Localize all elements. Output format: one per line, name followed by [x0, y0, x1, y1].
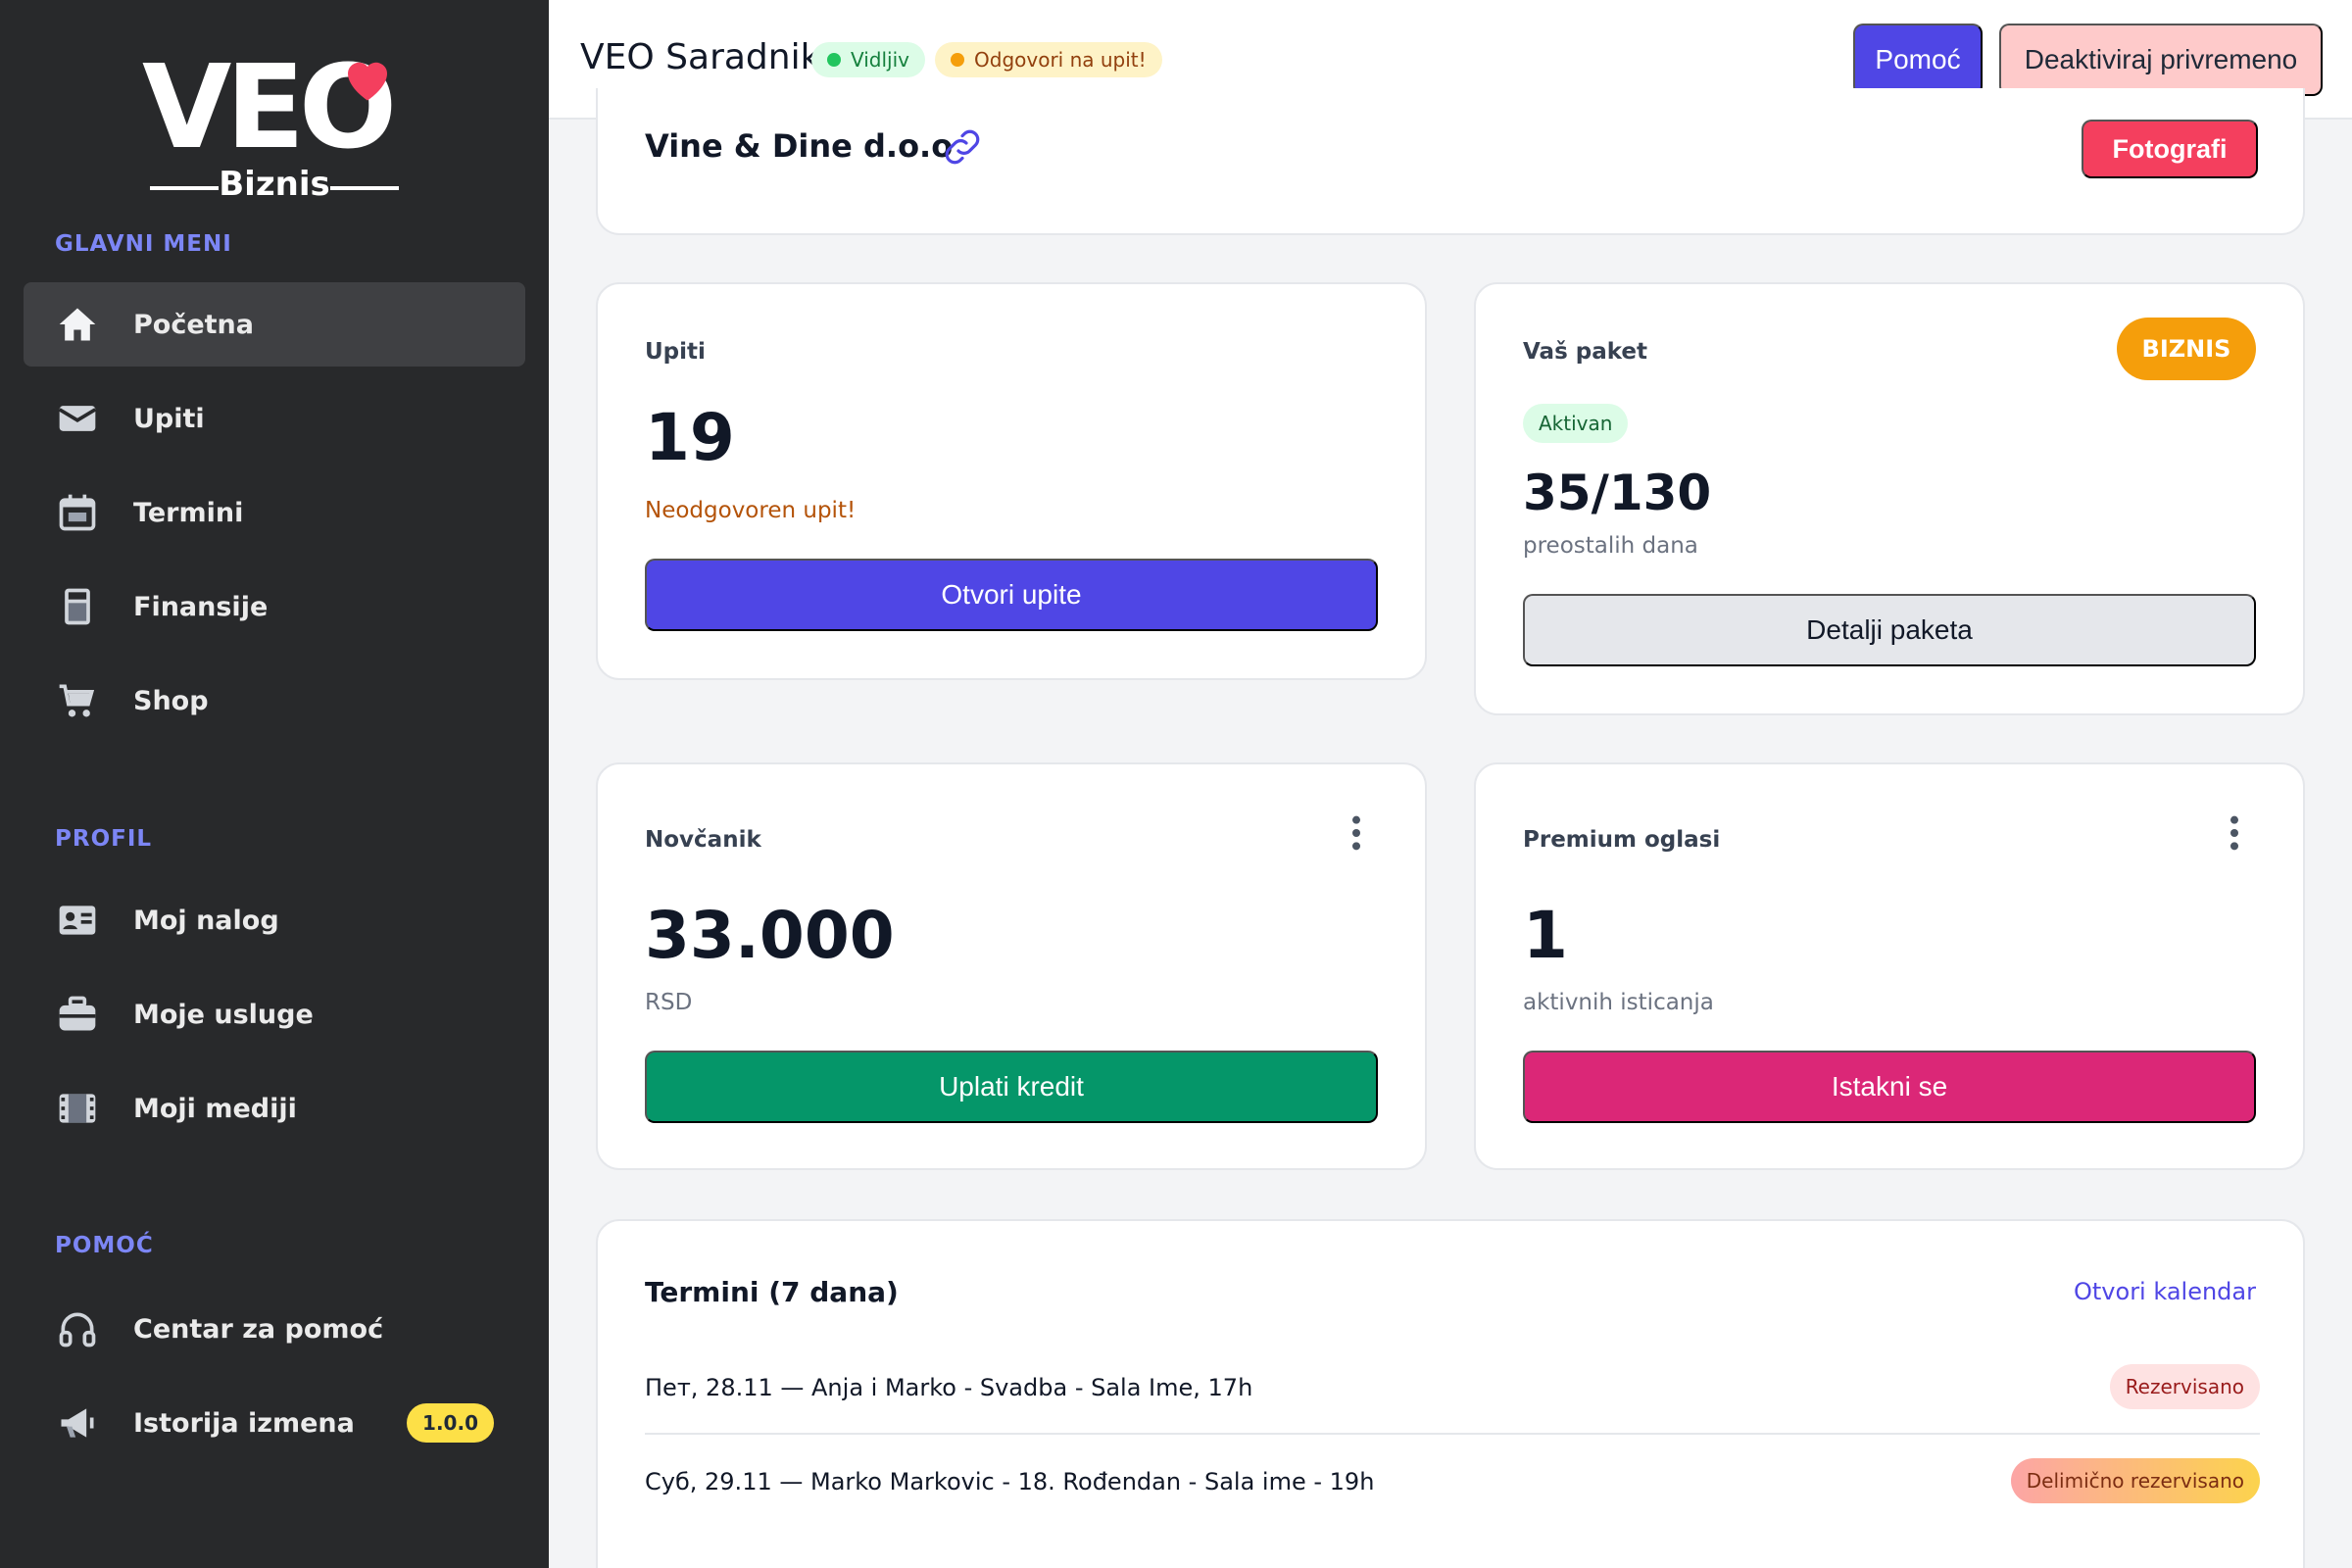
veo-logo[interactable]: VEO Biznis [142, 49, 407, 206]
event-text: Пет, 28.11 — Anja i Marko - Svadba - Sal… [645, 1374, 1253, 1401]
sidebar-item-shop[interactable]: Shop [24, 659, 525, 743]
sidebar-item-centar-za-pomoc[interactable]: Centar za pomoć [24, 1287, 525, 1371]
package-card: Vaš paket BIZNIS Aktivan 35/130 preostal… [1474, 282, 2305, 715]
more-options-icon[interactable] [1347, 813, 1366, 853]
sidebar-item-moje-usluge[interactable]: Moje usluge [24, 972, 525, 1056]
sidebar-item-moj-nalog[interactable]: Moj nalog [24, 878, 525, 962]
schedule-card: Termini (7 dana) Otvori kalendar Пет, 28… [596, 1219, 2305, 1568]
page-title: VEO Saradnik [580, 37, 821, 77]
schedule-title: Termini (7 dana) [645, 1276, 899, 1308]
envelope-icon [55, 396, 100, 441]
logo-subtitle: Biznis [142, 165, 407, 204]
headphones-icon [55, 1306, 100, 1351]
package-label: Vaš paket [1523, 339, 1648, 365]
open-calendar-link[interactable]: Otvori kalendar [2074, 1278, 2256, 1305]
sidebar-item-label: Početna [133, 309, 255, 340]
status-dot [827, 53, 841, 67]
sidebar-item-label: Upiti [133, 403, 205, 434]
deactivate-button[interactable]: Deaktiviraj privremeno [1999, 24, 2323, 96]
package-status-badge: Aktivan [1523, 404, 1629, 443]
premium-ads-card: Premium oglasi 1 aktivnih isticanja Ista… [1474, 762, 2305, 1170]
unanswered-warning: Neodgovoren upit! [645, 498, 857, 523]
cart-icon [55, 678, 100, 723]
sidebar-item-moji-mediji[interactable]: Moji mediji [24, 1066, 525, 1151]
sidebar-item-label: Moje usluge [133, 999, 314, 1030]
inquiries-label: Upiti [645, 339, 706, 365]
sidebar-item-label: Istorija izmena [133, 1407, 355, 1439]
sidebar-item-label: Moji mediji [133, 1093, 297, 1124]
status-badge: Rezervisano [2109, 1364, 2260, 1409]
calculator-icon [55, 584, 100, 629]
wallet-label: Novčanik [645, 827, 761, 853]
pending-inquiry-badge[interactable]: Odgovori na upit! [935, 42, 1162, 77]
help-button[interactable]: Pomoć [1853, 24, 1983, 96]
pending-inquiry-label: Odgovori na upit! [974, 48, 1147, 72]
sidebar-item-finansije[interactable]: Finansije [24, 564, 525, 649]
inquiries-card: Upiti 19 Neodgovoren upit! Otvori upite [596, 282, 1427, 680]
package-details-button[interactable]: Detalji paketa [1523, 594, 2256, 666]
visibility-badge-label: Vidljiv [851, 48, 909, 72]
sidebar-item-upiti[interactable]: Upiti [24, 376, 525, 461]
section-title-pomoc: POMOĆ [55, 1233, 154, 1258]
premium-count: 1 [1523, 898, 1568, 973]
package-tier-badge: BIZNIS [2117, 318, 2256, 380]
id-card-icon [55, 898, 100, 943]
photos-button[interactable]: Fotografi [2082, 120, 2258, 178]
open-inquiries-button[interactable]: Otvori upite [645, 559, 1378, 631]
section-title-profil: PROFIL [55, 826, 153, 852]
package-days: 35/130 [1523, 465, 1712, 521]
sidebar-item-label: Termini [133, 497, 244, 528]
megaphone-icon [55, 1400, 100, 1446]
company-name: Vine & Dine d.o.o [645, 127, 954, 165]
sidebar-item-label: Moj nalog [133, 905, 279, 936]
sidebar-item-label: Centar za pomoć [133, 1313, 384, 1345]
more-options-icon[interactable] [2225, 813, 2244, 853]
wallet-amount: 33.000 [645, 898, 895, 973]
add-credit-button[interactable]: Uplati kredit [645, 1051, 1378, 1123]
heart-icon [348, 62, 387, 101]
list-item[interactable]: Суб, 29.11 — Marko Markovic - 18. Rođend… [645, 1435, 2260, 1527]
wallet-card: Novčanik 33.000 RSD Uplati kredit [596, 762, 1427, 1170]
version-badge: 1.0.0 [407, 1403, 494, 1443]
status-dot [951, 53, 964, 67]
sidebar: VEO Biznis GLAVNI MENI Početna Upiti Ter… [0, 0, 549, 1568]
visibility-badge: Vidljiv [811, 42, 925, 77]
wallet-currency: RSD [645, 990, 693, 1015]
section-title-main: GLAVNI MENI [55, 231, 232, 257]
company-card: Vine & Dine d.o.o Fotografi [596, 88, 2305, 235]
film-icon [55, 1086, 100, 1131]
event-text: Суб, 29.11 — Marko Markovic - 18. Rođend… [645, 1468, 1375, 1495]
list-item[interactable]: Пет, 28.11 — Anja i Marko - Svadba - Sal… [645, 1341, 2260, 1433]
divider [645, 1433, 2260, 1435]
premium-caption: aktivnih isticanja [1523, 990, 1714, 1015]
calendar-icon [55, 490, 100, 535]
briefcase-icon [55, 992, 100, 1037]
link-icon[interactable] [939, 123, 986, 171]
premium-label: Premium oglasi [1523, 827, 1721, 853]
sidebar-item-label: Finansije [133, 591, 269, 622]
package-days-caption: preostalih dana [1523, 533, 1698, 559]
home-icon [55, 302, 100, 347]
status-badge: Delimično rezervisano [2010, 1458, 2260, 1503]
sidebar-item-label: Shop [133, 685, 209, 716]
sidebar-item-pocetna[interactable]: Početna [24, 282, 525, 367]
promote-button[interactable]: Istakni se [1523, 1051, 2256, 1123]
inquiries-count: 19 [645, 400, 735, 475]
sidebar-item-termini[interactable]: Termini [24, 470, 525, 555]
sidebar-item-istorija-izmena[interactable]: Istorija izmena 1.0.0 [24, 1381, 525, 1465]
